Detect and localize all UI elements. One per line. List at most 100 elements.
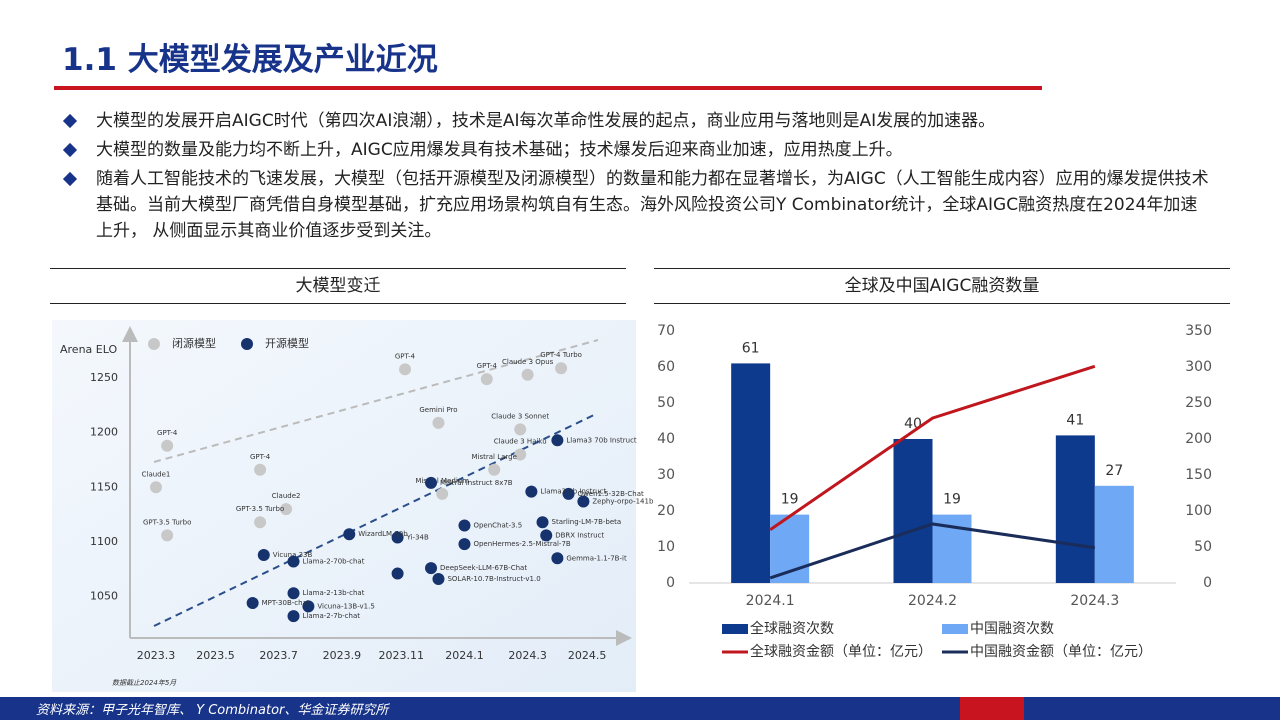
point-label: Zephy-orpo-141b [592, 497, 654, 505]
y2-tick-label: 0 [1203, 575, 1212, 591]
point-label: SOLAR-10.7B-Instruct-v1.0 [447, 575, 540, 583]
bullet: 大模型的数量及能力均不断上升，AIGC应用爆发具有技术基础；技术爆发后迎来商业加… [62, 137, 1222, 163]
point-label: Mistral Medium [415, 477, 469, 485]
point [425, 562, 438, 575]
point [246, 597, 259, 610]
point [458, 519, 471, 532]
line [769, 522, 1096, 580]
y-tick-label: 1200 [90, 426, 118, 439]
point [521, 368, 534, 381]
point [514, 448, 527, 461]
legend-marker [942, 624, 968, 634]
point [343, 528, 356, 541]
point [577, 495, 590, 508]
point [540, 529, 553, 542]
y2-tick-label: 250 [1185, 395, 1212, 411]
point-label: Llama3 8b Instruct [540, 488, 606, 496]
point-label: Llama-2-13b-chat [303, 589, 365, 597]
y-tick-label: 50 [657, 395, 675, 411]
y-tick-label: 1250 [90, 371, 118, 384]
point [161, 529, 174, 542]
point-label: Yi-34B [406, 534, 429, 542]
point [458, 538, 471, 551]
point [425, 476, 438, 489]
point [525, 485, 538, 498]
legend-label: 全球融资次数 [750, 620, 834, 637]
point-label: WizardLM 70b [358, 530, 408, 538]
line [769, 364, 1096, 531]
y-tick-label: 60 [657, 359, 675, 375]
point-label: Llama3 70b Instruct [566, 436, 637, 444]
point-label: OpenHermes-2.5-Mistral-7B [473, 540, 570, 548]
point-label: Mistral Large [471, 453, 516, 461]
bar [1094, 485, 1134, 583]
x-tick-label: 2023.5 [196, 649, 235, 662]
legend-label: 开源模型 [265, 336, 309, 350]
bar [893, 439, 933, 583]
point [399, 363, 412, 376]
point [287, 610, 300, 623]
section-header: 全球及中国AIGC融资数量 [654, 268, 1230, 304]
point-label: Claude1 [142, 470, 171, 478]
point-label: GPT-3.5 Turbo [236, 505, 284, 513]
bullet: 随着人工智能技术的飞速发展，大模型（包括开源模型及闭源模型）的数量和能力都在显著… [62, 166, 1212, 244]
y-tick-label: 1050 [90, 589, 118, 602]
point [514, 423, 527, 436]
y-tick-label: 30 [657, 467, 675, 483]
point [555, 362, 568, 375]
title-rule [54, 86, 1042, 90]
y-tick-label: 1100 [90, 535, 118, 548]
x-tick-label: 2024.2 [908, 593, 957, 609]
point [287, 587, 300, 600]
x-tick-label: 2024.3 [1070, 593, 1119, 609]
point-label: MPT-30B-chat [262, 599, 310, 607]
point-label: Claude 3 Sonnet [491, 412, 549, 420]
point-label: Gemini Pro [419, 406, 457, 414]
point-label: GPT-3.5 Turbo [143, 518, 191, 526]
legend-label: 闭源模型 [172, 336, 216, 350]
x-tick-label: 2024.5 [568, 649, 607, 662]
bullet-text: 随着人工智能技术的飞速发展，大模型（包括开源模型及闭源模型）的数量和能力都在显著… [96, 169, 1209, 241]
point [436, 487, 449, 500]
legend-label: 中国融资次数 [970, 621, 1054, 637]
y2-tick-label: 200 [1185, 431, 1212, 447]
point-label: Claude2 [272, 492, 301, 500]
y2-tick-label: 300 [1185, 359, 1212, 375]
trend-line [153, 339, 599, 463]
point [391, 567, 404, 580]
section-header: 大模型变迁 [50, 268, 626, 304]
point [280, 503, 293, 516]
value-label: 19 [943, 492, 961, 508]
y-tick-label: 10 [657, 539, 675, 555]
chart-panel [52, 320, 636, 692]
bar [1055, 435, 1095, 583]
point [536, 516, 549, 529]
x-tick-label: 2023.9 [323, 649, 362, 662]
point [150, 481, 163, 494]
point-label: Claude 3 Opus [502, 358, 554, 366]
point [254, 463, 267, 476]
point-label: DBRX Instruct [555, 531, 604, 539]
y-axis-label: Arena ELO [60, 343, 117, 356]
point-label: GPT-4 Turbo [540, 351, 582, 359]
x-tick-label: 2024.1 [746, 593, 795, 609]
y2-tick-label: 50 [1194, 539, 1212, 555]
legend-label: 全球融资金额（单位：亿元） [750, 643, 932, 660]
point-label: Starling-LM-7B-beta [552, 518, 622, 526]
point [480, 373, 493, 386]
footer: 资料来源：甲子光年智库、 Y Combinator、华金证券研究所 [0, 697, 1280, 720]
source: 资料来源：甲子光年智库、 Y Combinator、华金证券研究所 [36, 703, 389, 718]
point [287, 555, 300, 568]
point-label: GPT-4 [250, 453, 271, 461]
y-tick-label: 70 [657, 323, 675, 339]
point-label: Gemma-1.1-7B-it [566, 554, 627, 562]
y-tick-label: 40 [657, 431, 675, 447]
point [551, 434, 564, 447]
y-tick-label: 0 [666, 575, 675, 591]
legend-marker [722, 624, 748, 634]
point-label: Claude 3 Haiku [494, 438, 547, 446]
bar [731, 363, 771, 583]
bullet-text: 大模型的发展开启AIGC时代（第四次AI浪潮），技术是AI每次革命性发展的起点，… [96, 111, 996, 131]
